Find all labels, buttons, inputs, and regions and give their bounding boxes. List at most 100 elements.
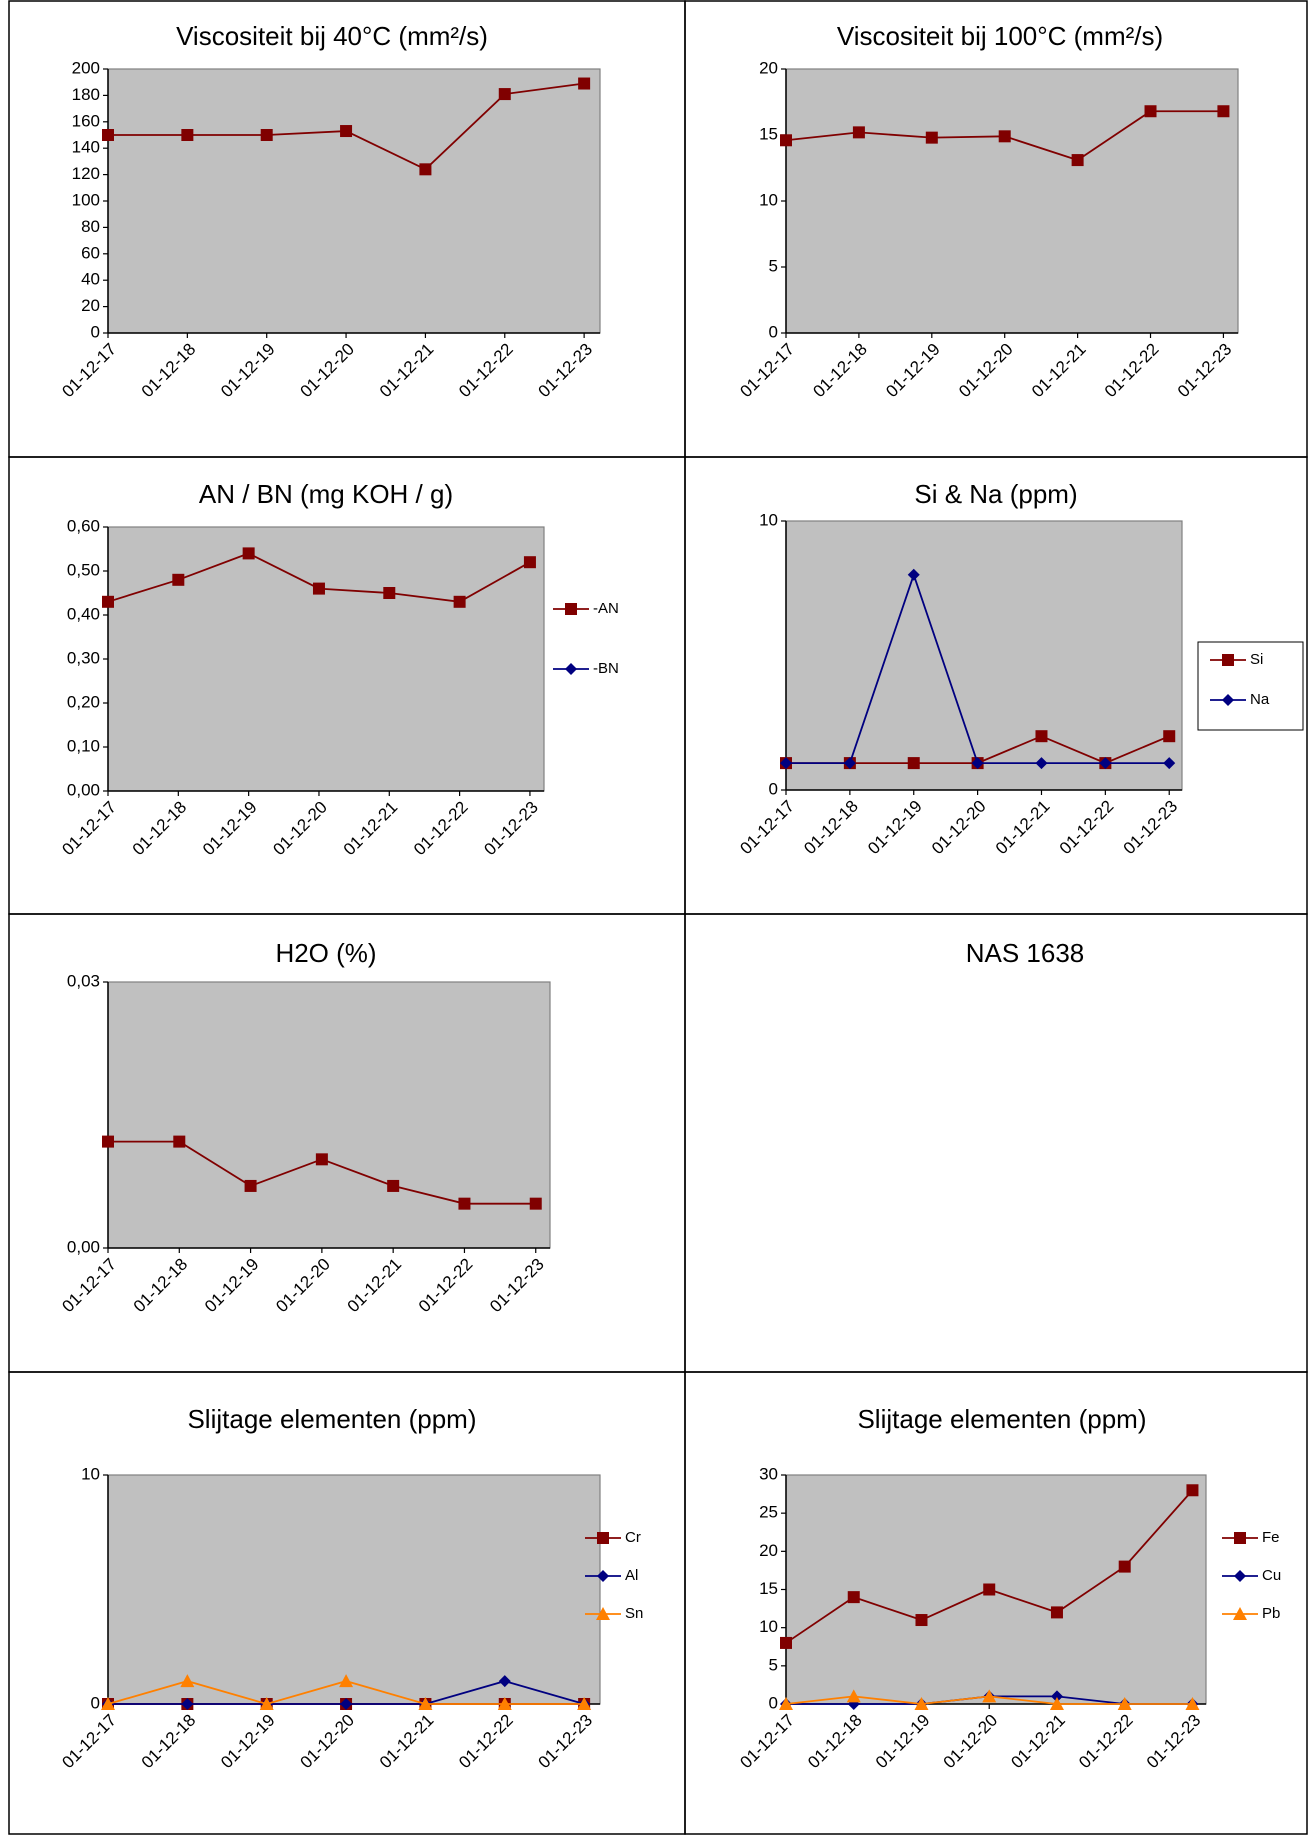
y-tick-label: 20: [81, 296, 100, 315]
marker: [312, 582, 325, 595]
marker: [1163, 730, 1176, 743]
chart-title: Viscositeit bij 40°C (mm²/s): [176, 21, 488, 51]
marker: [383, 587, 396, 599]
x-tick-label: 01-12-17: [58, 1255, 120, 1317]
marker: [1117, 1697, 1132, 1710]
marker: [180, 1674, 195, 1688]
y-tick-label: 120: [72, 164, 100, 183]
x-tick-label: 01-12-20: [940, 1711, 1002, 1773]
marker: [1035, 730, 1048, 743]
marker: [102, 595, 114, 608]
legend-label: -AN: [593, 600, 619, 617]
chart-title: Slijtage elementen (ppm): [857, 1404, 1146, 1434]
marker: [458, 1197, 471, 1210]
x-tick-label: 01-12-19: [201, 1255, 263, 1317]
marker: [565, 603, 577, 615]
y-tick-label: 25: [759, 1503, 778, 1522]
x-tick-label: 01-12-18: [130, 1255, 192, 1317]
plot-area: [785, 1474, 1207, 1705]
marker: [497, 1697, 512, 1710]
y-tick-label: 20: [759, 1541, 778, 1560]
marker: [925, 131, 938, 144]
marker: [1185, 1697, 1200, 1710]
plot-area: [785, 68, 1239, 334]
marker: [1217, 105, 1230, 118]
marker: [1144, 105, 1157, 118]
plot-area: [785, 520, 1183, 791]
x-tick-label: 01-12-21: [992, 797, 1054, 859]
legend-label: Al: [625, 1567, 638, 1584]
y-tick-label: 15: [759, 124, 778, 143]
y-tick-label: 0: [91, 1693, 100, 1712]
marker: [244, 1179, 257, 1192]
marker: [1071, 154, 1084, 167]
x-tick-label: 01-12-22: [455, 1711, 517, 1773]
marker: [971, 757, 984, 770]
y-tick-label: 0,40: [67, 604, 100, 623]
y-tick-label: 15: [759, 1579, 778, 1598]
marker: [914, 1697, 929, 1710]
y-tick-label: 0: [769, 1693, 778, 1712]
marker: [419, 163, 432, 176]
chart-title: Viscositeit bij 100°C (mm²/s): [837, 21, 1163, 51]
y-tick-label: 0,20: [67, 692, 100, 711]
x-tick-label: 01-12-23: [486, 1255, 548, 1317]
legend-label: Si: [1250, 651, 1263, 668]
plot-area: [107, 981, 551, 1249]
x-tick-label: 01-12-23: [1120, 797, 1182, 859]
y-tick-label: 0: [769, 779, 778, 798]
x-tick-label: 01-12-19: [199, 798, 261, 860]
marker: [102, 129, 114, 141]
plot-area: [107, 68, 601, 334]
marker: [982, 1689, 997, 1703]
x-tick-label: 01-12-17: [736, 1711, 798, 1773]
x-tick-label: 01-12-23: [1143, 1711, 1205, 1773]
plot-area: [107, 1474, 601, 1705]
marker: [1222, 654, 1234, 666]
marker: [529, 1197, 542, 1210]
x-tick-label: 01-12-20: [297, 1711, 359, 1773]
x-tick-label: 01-12-21: [340, 798, 402, 860]
y-tick-label: 5: [769, 1655, 778, 1674]
x-tick-label: 01-12-17: [736, 340, 798, 402]
marker: [1050, 1606, 1063, 1619]
marker: [998, 130, 1011, 143]
chart-title: H2O (%): [275, 938, 376, 968]
marker: [1035, 757, 1048, 770]
marker: [181, 129, 194, 141]
x-tick-label: 01-12-18: [809, 340, 871, 402]
x-tick-label: 01-12-21: [376, 1711, 438, 1773]
x-tick-label: 01-12-21: [1028, 340, 1090, 402]
marker: [102, 1135, 114, 1148]
plot-area: [107, 526, 545, 792]
chart-title: Slijtage elementen (ppm): [187, 1404, 476, 1434]
y-tick-label: 0,03: [67, 971, 100, 990]
y-tick-label: 140: [72, 138, 100, 157]
y-tick-label: 10: [759, 1617, 778, 1636]
legend-label: -BN: [593, 660, 619, 677]
y-tick-label: 0,00: [67, 780, 100, 799]
legend-label: Cu: [1262, 1567, 1281, 1584]
y-tick-label: 10: [759, 190, 778, 209]
x-tick-label: 01-12-19: [872, 1711, 934, 1773]
marker: [418, 1697, 433, 1710]
y-tick-label: 200: [72, 58, 100, 77]
x-tick-label: 01-12-20: [272, 1255, 334, 1317]
marker: [453, 595, 466, 608]
marker: [907, 568, 920, 581]
y-tick-label: 0,50: [67, 560, 100, 579]
cell-border: [684, 1371, 1308, 1835]
marker: [242, 547, 255, 560]
x-tick-label: 01-12-17: [736, 797, 798, 859]
marker: [1049, 1697, 1064, 1710]
x-tick-label: 01-12-18: [800, 797, 862, 859]
marker: [315, 1153, 328, 1166]
marker: [1234, 1532, 1246, 1544]
marker: [847, 1591, 860, 1604]
marker: [1163, 757, 1176, 770]
y-tick-label: 180: [72, 85, 100, 104]
legend-label: Sn: [625, 1605, 643, 1622]
marker: [172, 573, 185, 586]
y-tick-label: 0,30: [67, 648, 100, 667]
